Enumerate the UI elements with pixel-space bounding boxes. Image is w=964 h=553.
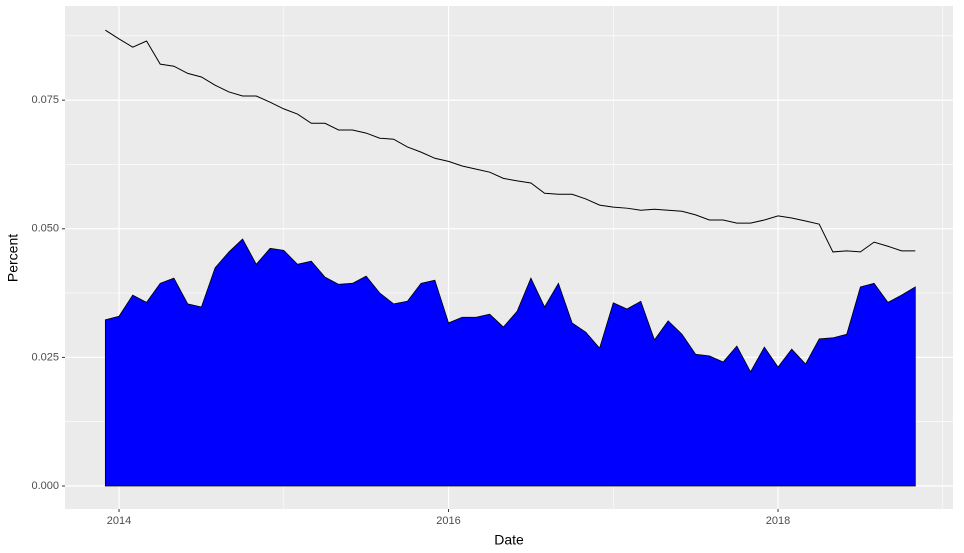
x-tick-label: 2014 — [107, 515, 131, 527]
y-tick-label: 0.000 — [31, 480, 59, 492]
y-tick-label: 0.025 — [31, 351, 59, 363]
x-tick-label: 2016 — [436, 515, 460, 527]
x-tick-label: 2018 — [766, 515, 790, 527]
marks — [104, 29, 916, 487]
area — [104, 238, 916, 487]
y-tick-label: 0.050 — [31, 223, 59, 235]
line — [105, 29, 916, 253]
x-axis-title: Date — [494, 532, 524, 548]
y-axis-title: Percent — [5, 234, 21, 282]
axes: 0.000 0.025 0.050 0.075 2014 2016 2018 — [31, 94, 790, 527]
y-tick-label: 0.075 — [31, 94, 59, 106]
